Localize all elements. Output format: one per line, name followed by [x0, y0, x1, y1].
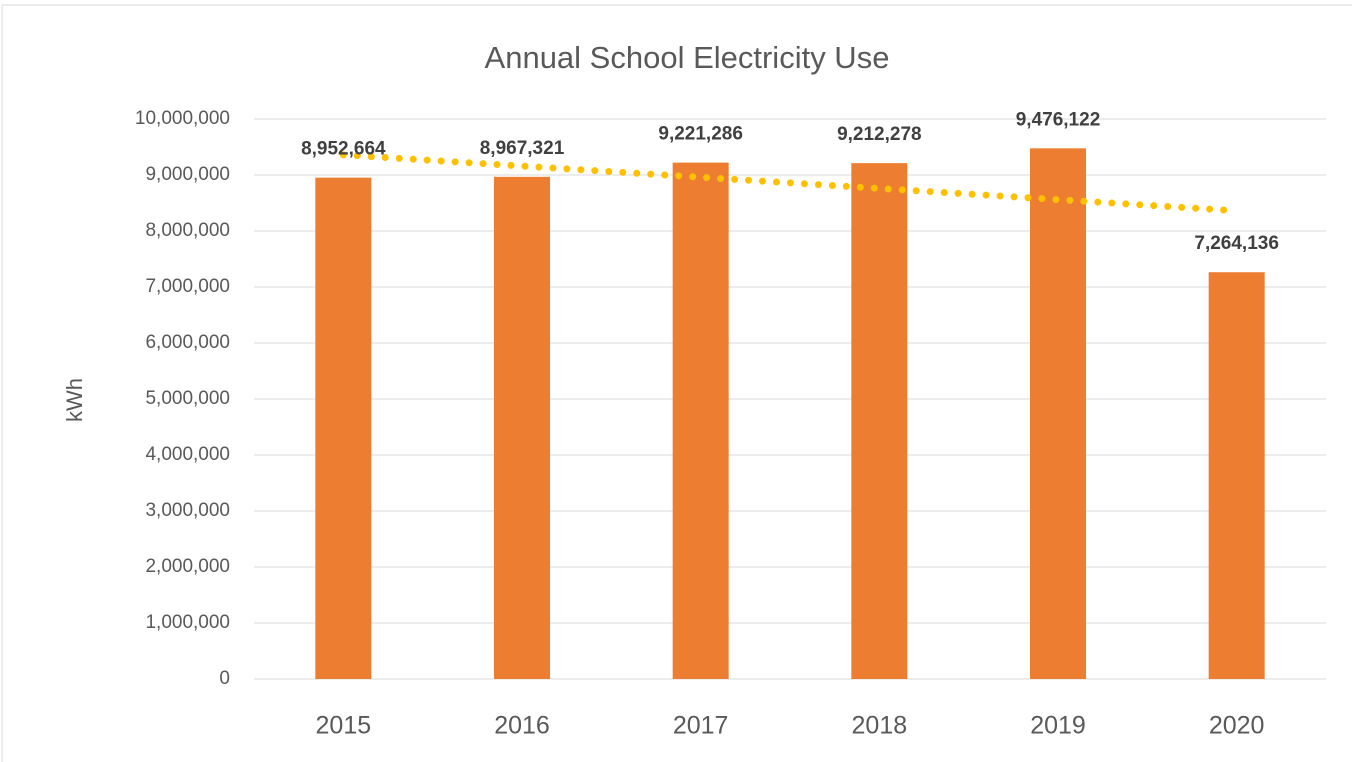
x-tick-label: 2015	[316, 712, 372, 740]
bar	[672, 162, 729, 680]
data-label: 8,967,321	[480, 138, 565, 159]
x-tick-label: 2018	[852, 712, 908, 740]
bar	[494, 176, 550, 679]
bar	[1030, 148, 1086, 680]
y-tick-label: 0	[219, 668, 230, 689]
trendline	[339, 151, 1241, 215]
bar	[1208, 272, 1265, 679]
chart-border	[1, 4, 1352, 762]
x-tick-label: 2019	[1030, 712, 1086, 740]
y-axis-label: kWh	[62, 378, 87, 422]
bar	[315, 177, 372, 679]
data-label: 9,212,278	[837, 124, 922, 145]
data-label: 9,476,122	[1016, 109, 1101, 130]
y-tick-label: 7,000,000	[145, 276, 230, 297]
data-label: 9,221,286	[658, 124, 743, 145]
y-tick-label: 9,000,000	[145, 164, 230, 185]
x-tick-label: 2020	[1209, 712, 1265, 740]
data-label: 8,952,664	[301, 139, 386, 160]
x-tick-label: 2016	[494, 712, 550, 740]
y-tick-label: 1,000,000	[145, 612, 230, 633]
chart-title: Annual School Electricity Use	[485, 40, 890, 75]
y-tick-label: 8,000,000	[145, 220, 230, 241]
y-tick-label: 4,000,000	[145, 444, 230, 465]
x-tick-label: 2017	[673, 712, 729, 740]
y-tick-label: 6,000,000	[145, 332, 230, 353]
y-tick-label: 5,000,000	[145, 388, 230, 409]
y-tick-label: 10,000,000	[135, 108, 230, 129]
data-label: 7,264,136	[1194, 233, 1279, 254]
y-tick-label: 2,000,000	[145, 556, 230, 577]
y-tick-label: 3,000,000	[145, 500, 230, 521]
bar	[851, 163, 908, 679]
